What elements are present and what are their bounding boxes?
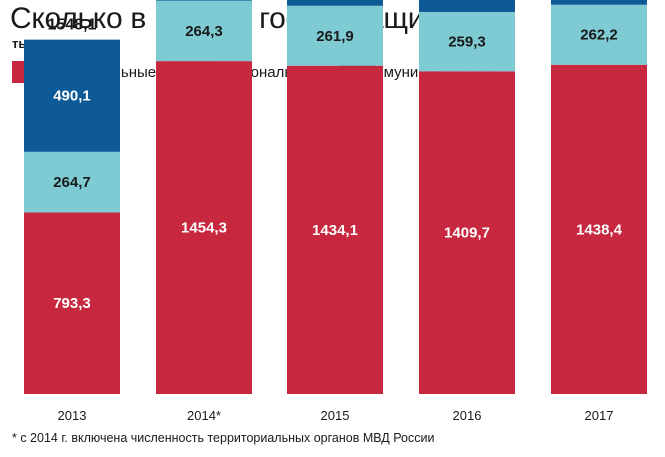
bar-federal-2016 — [419, 71, 515, 394]
data-label-federal-2015: 1434,1 — [312, 222, 358, 239]
data-label-regional-2015: 261,9 — [316, 28, 354, 45]
bar-federal-2014 — [156, 61, 252, 395]
bar-regional-2016 — [419, 11, 515, 72]
bar-regional-2013 — [24, 151, 120, 213]
data-label-regional-2013: 264,7 — [53, 174, 91, 191]
bar-regional-2017 — [551, 4, 647, 65]
bar-federal-2017 — [551, 64, 647, 394]
data-label-federal-2016: 1409,7 — [444, 225, 490, 242]
bar-municipal-2013 — [24, 39, 120, 152]
category-label-2015: 2015 — [321, 408, 350, 423]
footnote: * с 2014 г. включена численность террито… — [12, 431, 435, 445]
data-label-municipal-2013: 490,1 — [53, 88, 91, 105]
bar-regional-2014 — [156, 0, 252, 62]
bar-municipal-2015 — [287, 0, 383, 6]
data-label-regional-2017: 262,2 — [580, 27, 618, 44]
category-label-2016: 2016 — [453, 408, 482, 423]
data-label-federal-2014: 1454,3 — [181, 220, 227, 237]
bar-municipal-2016 — [419, 0, 515, 12]
bar-federal-2013 — [24, 212, 120, 394]
category-label-2017: 2017 — [585, 408, 614, 423]
category-label-2013: 2013 — [58, 408, 87, 423]
data-label-regional-2016: 259,3 — [448, 34, 486, 51]
data-label-federal-2017: 1438,4 — [576, 221, 623, 238]
bar-regional-2015 — [287, 5, 383, 66]
total-label-2013: 1548,1 — [48, 17, 97, 34]
bar-federal-2015 — [287, 65, 383, 395]
data-label-regional-2014: 264,3 — [185, 23, 223, 40]
category-label-2014: 2014* — [187, 408, 221, 423]
bar-municipal-2017 — [551, 0, 647, 5]
bar-municipal-2014 — [156, 0, 252, 1]
data-label-federal-2013: 793,3 — [53, 295, 91, 312]
